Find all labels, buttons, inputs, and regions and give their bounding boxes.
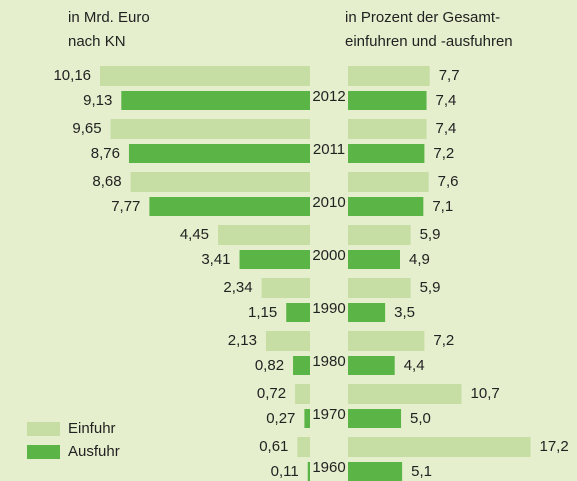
value-label: 10,7 [471,385,500,402]
bar [239,250,310,269]
bar [348,91,427,110]
bar [307,462,310,481]
value-label: 0,82 [255,357,284,374]
value-label: 7,7 [439,67,460,84]
bar [348,172,429,192]
value-label: 9,13 [83,92,112,109]
value-label: 7,6 [438,173,459,190]
value-label: 9,65 [72,120,101,137]
value-label: 8,76 [91,145,120,162]
year-label: 1970 [312,406,345,423]
value-label: 4,4 [404,357,425,374]
bar [297,437,310,457]
bar [121,91,311,110]
bar [261,278,310,298]
panel-title: in Prozent der Gesamt- [345,9,500,26]
bar [348,66,430,86]
value-label: 5,0 [410,410,431,427]
bar [348,384,462,404]
value-label: 17,2 [540,438,569,455]
bar [286,303,310,322]
bar [348,225,411,245]
bar [348,331,425,351]
bar [149,197,310,216]
value-label: 0,27 [266,410,295,427]
value-label: 7,77 [111,198,140,215]
legend-swatch [27,422,60,436]
bar [348,278,411,298]
year-label: 1980 [312,353,345,370]
year-label: 2010 [312,194,345,211]
value-label: 2,13 [228,332,257,349]
bar [348,119,427,139]
bar [293,356,310,375]
panel-title: einfuhren und -ausfuhren [345,33,513,50]
bar [128,144,310,163]
bar [265,331,310,351]
bar [218,225,310,245]
value-label: 8,68 [92,173,121,190]
year-label: 1960 [312,459,345,476]
value-label: 5,9 [420,279,441,296]
bar [130,172,310,192]
panel-title: in Mrd. Euro [68,9,150,26]
bar [348,437,531,457]
legend-label: Ausfuhr [68,443,120,460]
value-label: 3,41 [201,251,230,268]
bar [100,66,310,86]
value-label: 1,15 [248,304,277,321]
value-label: 10,16 [53,67,91,84]
bar [348,356,395,375]
value-label: 2,34 [223,279,252,296]
legend-label: Einfuhr [68,420,116,437]
value-label: 7,4 [436,92,457,109]
bar [295,384,310,404]
value-label: 7,1 [432,198,453,215]
bar [348,462,403,481]
value-label: 7,2 [433,145,454,162]
legend-swatch [27,445,60,459]
bar [348,144,425,163]
value-label: 4,9 [409,251,430,268]
year-label: 2011 [313,141,345,158]
bar [110,119,310,139]
value-label: 7,2 [433,332,454,349]
value-label: 4,45 [180,226,209,243]
bar [348,303,386,322]
bar [348,197,424,216]
value-label: 7,4 [436,120,457,137]
panel-title: nach KN [68,33,126,50]
value-label: 0,11 [271,463,299,480]
year-label: 2012 [312,88,345,105]
bar [348,250,400,269]
value-label: 3,5 [394,304,415,321]
value-label: 0,61 [259,438,288,455]
value-label: 0,72 [257,385,286,402]
bar [304,409,310,428]
year-label: 2000 [312,247,345,264]
value-label: 5,9 [420,226,441,243]
bar [348,409,402,428]
value-label: 5,1 [411,463,432,480]
year-label: 1990 [312,300,345,317]
